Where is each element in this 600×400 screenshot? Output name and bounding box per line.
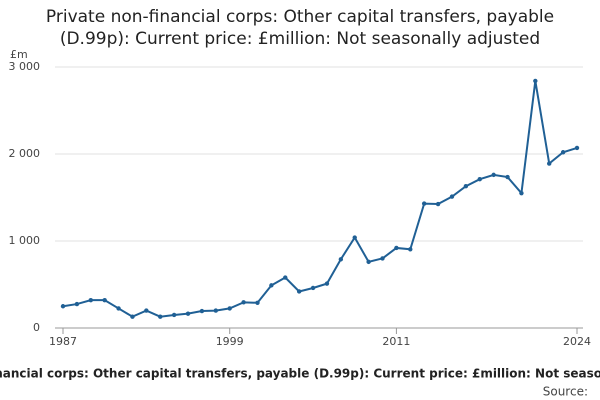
point xyxy=(116,306,121,311)
point xyxy=(199,308,205,314)
point xyxy=(380,256,385,261)
point xyxy=(574,145,580,151)
x-tick-label: 1999 xyxy=(216,335,244,348)
line xyxy=(62,80,578,318)
point xyxy=(213,308,219,313)
x-tick-label: 1987 xyxy=(49,335,77,348)
point xyxy=(60,304,66,309)
point xyxy=(74,301,80,307)
x-tick-label: 2011 xyxy=(382,335,410,348)
point xyxy=(171,312,177,318)
point xyxy=(158,314,163,319)
point xyxy=(269,283,274,288)
point xyxy=(560,150,566,155)
point xyxy=(283,275,288,280)
point xyxy=(255,300,260,305)
point xyxy=(477,177,482,182)
y-tick-label: 2 000 xyxy=(9,147,41,160)
point xyxy=(144,308,149,313)
y-unit: £m xyxy=(10,48,28,61)
point xyxy=(102,297,107,303)
footer-title: Private non-financial corps: Other capit… xyxy=(0,367,600,381)
point xyxy=(324,281,330,286)
point xyxy=(547,161,552,166)
point xyxy=(435,201,441,207)
y-tick-label: 1 000 xyxy=(9,234,41,247)
point xyxy=(338,257,344,262)
point xyxy=(505,174,510,180)
point xyxy=(366,259,371,265)
y-tick-label: 3 000 xyxy=(9,60,41,73)
point xyxy=(185,311,191,316)
point xyxy=(449,194,455,199)
point xyxy=(491,172,496,178)
point xyxy=(310,285,316,291)
point xyxy=(463,183,469,189)
point xyxy=(296,289,302,294)
point xyxy=(408,247,413,252)
y-tick-label: 0 xyxy=(33,321,40,334)
point xyxy=(130,314,135,319)
x-tick-label: 2024 xyxy=(563,335,591,348)
point xyxy=(352,235,357,240)
point xyxy=(533,78,538,84)
source: Source: xyxy=(543,385,588,399)
point xyxy=(88,297,93,303)
point xyxy=(421,201,427,206)
point xyxy=(394,245,399,251)
point xyxy=(241,300,246,305)
chart-title: Private non-financial corps: Other capit… xyxy=(45,7,555,49)
point xyxy=(227,306,232,311)
point xyxy=(519,190,524,196)
